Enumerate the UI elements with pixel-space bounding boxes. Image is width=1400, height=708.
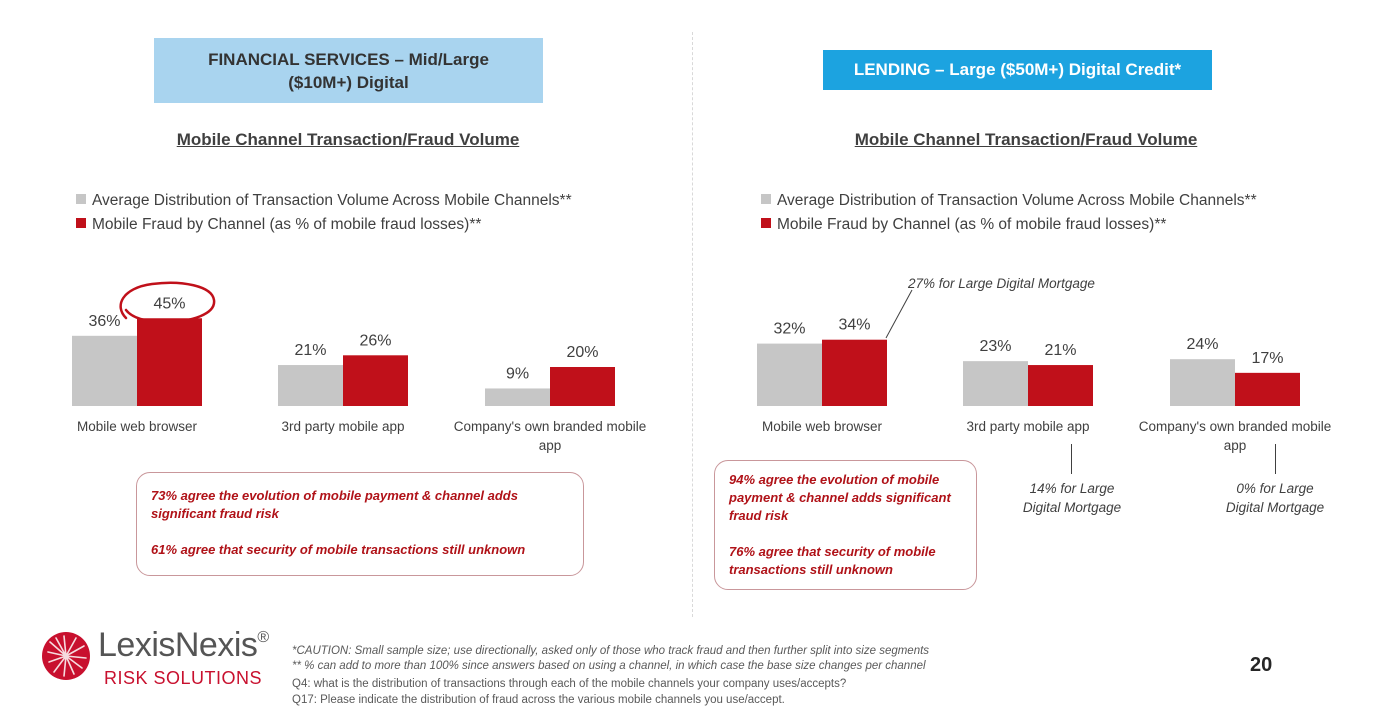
note-mobile-web-mortgage: 27% for Large Digital Mortgage [908,276,1095,291]
footer-caution: *CAUTION: Small sample size; use directi… [292,645,930,657]
bar-transaction-2 [1170,359,1235,406]
left-callout-text-2: 61% agree that security of mobile transa… [151,542,526,557]
legend-swatch-gray [76,194,86,204]
legend-label: Mobile Fraud by Channel (as % of mobile … [777,216,1167,233]
data-label: 21% [1044,342,1076,359]
category-label: Mobile web browser [77,419,198,434]
right-legend-fraud: Mobile Fraud by Channel (as % of mobile … [761,216,1166,234]
legend-label: Average Distribution of Transaction Volu… [92,192,572,209]
data-label: 45% [153,295,185,312]
note-connector-mobile-web [885,289,913,339]
category-label: app [1224,438,1247,453]
data-label: 23% [979,338,1011,355]
category-label: Company's own branded mobile [1139,419,1331,434]
category-label: Mobile web browser [762,419,883,434]
left-callout-box: 73% agree the evolution of mobile paymen… [136,472,584,576]
panel-divider [692,32,693,617]
page-number: 20 [1250,654,1273,676]
footer-note: ** % can add to more than 100% since ans… [292,660,926,672]
lexisnexis-logo-icon [42,632,90,680]
logo-wordmark: LexisNexis® [98,626,269,665]
bar-fraud-0 [137,318,202,406]
footer-question-17: Q17: Please indicate the distribution of… [292,694,785,706]
note-connector-3rd-party [1071,444,1072,474]
note-3rd-party-mortgage: 14% for Large Digital Mortgage [1022,481,1122,515]
right-bar-chart: 32% 34% Mobile web browser 23% 21% 3rd party … [757,317,1331,453]
highlight-circle [119,281,216,324]
logo-subtitle: RISK SOLUTIONS [104,668,263,688]
data-label: 20% [566,344,598,361]
legend-swatch-red [761,218,771,228]
bar-transaction-0 [72,335,137,406]
right-callout-text-2: 76% agree that security of mobile transa… [729,544,936,577]
legend-label: Mobile Fraud by Channel (as % of mobile … [92,216,482,233]
right-chart-title: Mobile Channel Transaction/Fraud Volume [854,130,1198,149]
bar-fraud-2 [1235,372,1300,406]
bar-transaction-0 [757,343,822,406]
legend-swatch-gray [761,194,771,204]
data-label: 24% [1186,336,1218,353]
data-label: 32% [773,321,805,338]
right-legend-transaction: Average Distribution of Transaction Volu… [761,192,1257,210]
right-callout-box: 94% agree the evolution of mobile paymen… [714,460,977,590]
legend-swatch-red [76,218,86,228]
registered-mark: ® [257,629,269,646]
left-callout-text-1: 73% agree the evolution of mobile paymen… [151,488,518,521]
category-label: 3rd party mobile app [281,419,404,434]
right-callout-text-1: 94% agree the evolution of mobile paymen… [729,472,951,523]
logo-name-text: LexisNexis [98,626,258,664]
data-label: 21% [294,342,326,359]
data-label: 34% [838,317,870,334]
data-label: 36% [88,313,120,330]
data-label: 26% [359,332,391,349]
data-label: 9% [506,365,529,382]
left-legend-fraud: Mobile Fraud by Channel (as % of mobile … [76,216,481,234]
data-label: 17% [1251,350,1283,367]
category-label: app [539,438,562,453]
bar-fraud-2 [550,367,615,406]
footer-question-4: Q4: what is the distribution of transact… [292,678,847,690]
category-label: Company's own branded mobile [454,419,646,434]
category-label: 3rd party mobile app [966,419,1089,434]
bar-fraud-1 [343,355,408,406]
bar-fraud-1 [1028,365,1093,406]
right-panel-header: LENDING – Large ($50M+) Digital Credit* [823,50,1212,90]
bar-transaction-2 [485,388,550,406]
note-connector-own-app [1275,444,1276,474]
bar-transaction-1 [963,361,1028,406]
left-panel-header: FINANCIAL SERVICES – Mid/Large ($10M+) D… [154,38,543,103]
legend-label: Average Distribution of Transaction Volu… [777,192,1257,209]
left-legend-transaction: Average Distribution of Transaction Volu… [76,192,572,210]
left-bar-chart: 36% 45% Mobile web browser 21% 26% 3rd party … [72,295,646,453]
left-chart-title: Mobile Channel Transaction/Fraud Volume [176,130,520,149]
bar-fraud-0 [822,339,887,406]
bar-transaction-1 [278,365,343,406]
note-own-app-mortgage: 0% for Large Digital Mortgage [1225,481,1325,515]
